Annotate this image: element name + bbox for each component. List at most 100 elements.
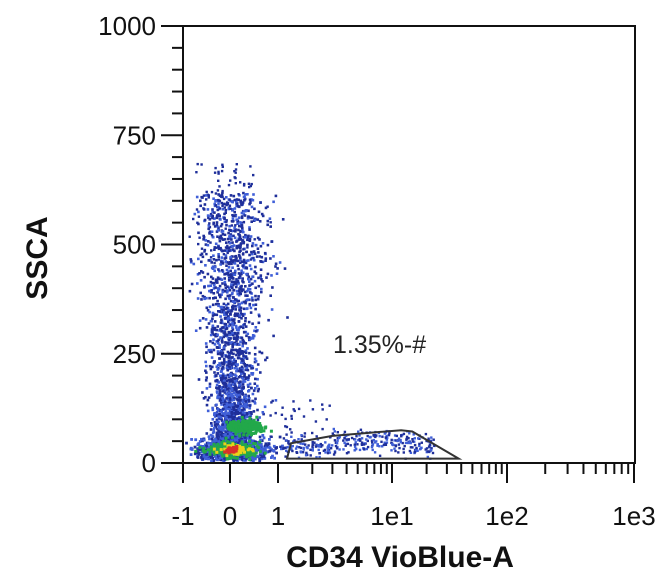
event-dot [232, 283, 235, 287]
event-dot [236, 417, 240, 420]
gate-polygon [285, 429, 463, 460]
event-dot [232, 424, 236, 428]
event-dot [242, 300, 246, 304]
event-dot [208, 445, 211, 448]
plot-frame [182, 25, 636, 464]
event-dot [216, 372, 220, 375]
event-dot [223, 359, 226, 363]
event-dot [240, 203, 243, 207]
event-dot [236, 436, 240, 440]
event-dot [263, 405, 267, 409]
event-dot [246, 368, 250, 372]
event-dot [202, 234, 205, 238]
event-dot [227, 206, 231, 210]
event-dot [229, 233, 233, 236]
event-dot [232, 408, 236, 412]
event-dot [253, 424, 257, 428]
event-dot [331, 444, 334, 447]
event-dot [212, 287, 216, 290]
event-dot [393, 439, 396, 442]
event-dot [211, 265, 215, 268]
event-dot [220, 439, 223, 443]
event-dot [218, 362, 221, 365]
event-dot [219, 246, 222, 250]
event-dot [394, 449, 397, 453]
event-dot [248, 431, 252, 435]
event-dot [242, 407, 246, 411]
event-dot [206, 243, 210, 247]
event-dot [213, 333, 216, 337]
event-dot [212, 223, 215, 226]
event-dot [228, 403, 231, 407]
event-dot [226, 350, 230, 354]
event-dot [234, 298, 237, 301]
event-dot [218, 293, 221, 297]
event-dot [248, 253, 251, 257]
event-dot [256, 384, 259, 388]
event-dot [353, 449, 356, 452]
event-dot [257, 387, 260, 391]
event-dot [235, 240, 238, 243]
event-dot [243, 436, 247, 439]
event-dot [209, 214, 213, 218]
event-dot [236, 220, 239, 224]
event-dot [225, 416, 228, 419]
event-dot [269, 221, 272, 224]
event-dot [260, 212, 264, 216]
event-dot [205, 326, 209, 329]
event-dot [221, 207, 225, 211]
event-dot [225, 241, 228, 244]
event-dot [225, 223, 228, 227]
event-dot [284, 425, 287, 428]
event-dot [233, 318, 236, 321]
event-dot [203, 250, 206, 253]
event-dot [205, 198, 208, 201]
event-dot [196, 443, 200, 447]
event-dot [254, 303, 258, 306]
event-dot [401, 441, 404, 445]
event-dot [287, 442, 290, 445]
event-dot [210, 453, 214, 457]
event-dot [426, 450, 430, 453]
event-dot [215, 383, 219, 387]
event-dot [326, 446, 329, 449]
event-dot [281, 218, 285, 221]
event-dot [373, 451, 377, 454]
event-dot [221, 412, 224, 415]
event-dot [223, 452, 227, 456]
event-dot [248, 419, 252, 423]
event-dot [343, 441, 346, 445]
event-dot [203, 286, 206, 289]
event-dot [218, 284, 222, 288]
event-dot [260, 255, 264, 259]
event-dot [246, 307, 249, 310]
event-dot [248, 439, 252, 443]
event-dot [224, 297, 227, 301]
event-dot [240, 413, 244, 417]
event-dot [222, 306, 226, 309]
event-dot [240, 216, 244, 220]
event-dot [228, 401, 231, 404]
event-dot [215, 450, 219, 454]
event-dot [413, 443, 417, 447]
event-dot [403, 444, 406, 448]
event-dot [227, 406, 231, 409]
event-dot [229, 378, 233, 381]
event-dot [371, 443, 375, 446]
event-dot [253, 382, 257, 385]
event-dot [247, 336, 251, 339]
event-dot [263, 451, 267, 455]
event-dot [220, 377, 224, 380]
event-dot [228, 417, 232, 421]
event-dot [207, 196, 210, 199]
event-dot [248, 416, 252, 420]
event-dot [233, 226, 236, 229]
event-dot [266, 223, 269, 227]
event-dot [261, 214, 265, 218]
event-dot [271, 286, 274, 289]
event-dot [220, 386, 224, 389]
event-dot [220, 453, 224, 457]
event-dot [197, 378, 201, 381]
event-dot [211, 235, 215, 239]
event-dot [241, 338, 245, 342]
